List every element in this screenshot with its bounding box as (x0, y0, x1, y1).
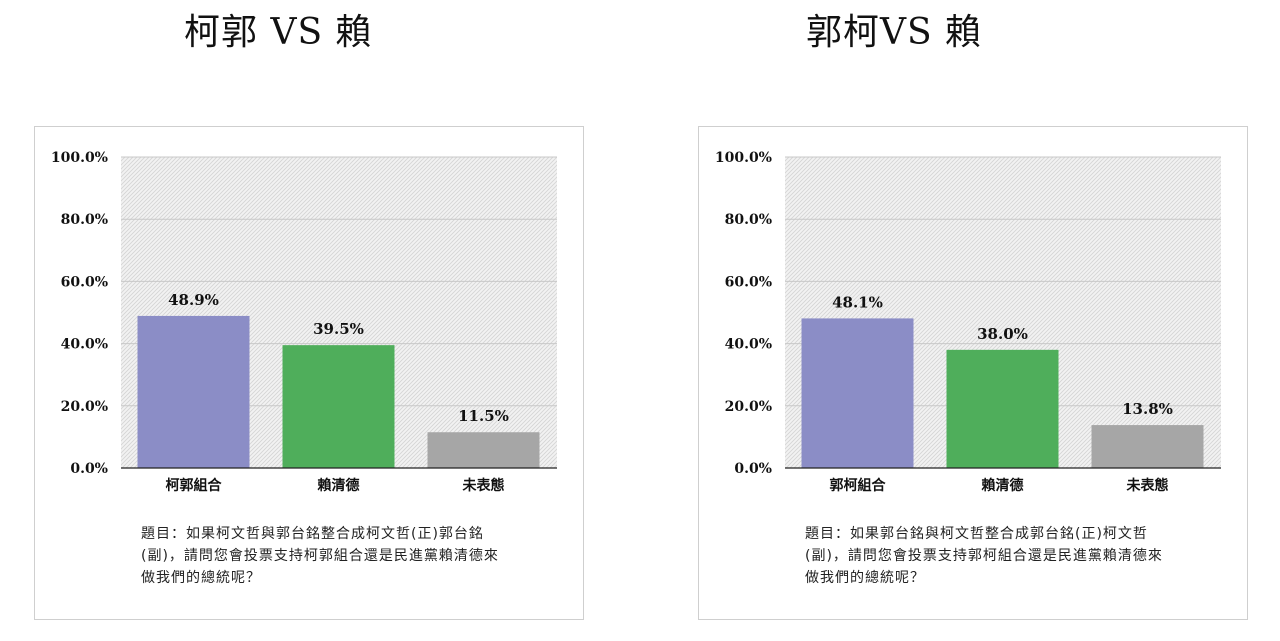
y-tick-label: 60.0% (725, 274, 772, 290)
x-category-label: 柯郭組合 (166, 477, 223, 494)
y-tick-label: 80.0% (61, 212, 108, 228)
x-category-label: 未表態 (463, 477, 505, 494)
y-tick-label: 0.0% (70, 461, 108, 477)
y-tick-label: 100.0% (715, 150, 772, 166)
bar-2 (946, 349, 1059, 468)
x-category-label: 郭柯組合 (830, 477, 887, 494)
chart-panel-left: 0.0% 20.0% 40.0% 60.0% 80.0% 100.0% 48.9% 柯郭組合 3… (34, 126, 584, 620)
y-tick-label: 40.0% (725, 337, 772, 353)
data-label: 48.1% (832, 293, 883, 311)
bar-1 (137, 315, 250, 468)
x-category-label: 賴清德 (982, 477, 1024, 494)
data-label: 11.5% (458, 407, 509, 425)
y-tick-label: 80.0% (725, 212, 772, 228)
caption-line: 做我們的總統呢？ (141, 570, 261, 586)
bar-3 (1091, 425, 1204, 468)
y-tick-label: 60.0% (61, 274, 108, 290)
bar-2 (282, 345, 395, 468)
data-label: 13.8% (1122, 400, 1173, 418)
y-tick-label: 100.0% (51, 150, 108, 166)
data-label: 39.5% (313, 320, 364, 338)
bar-1 (801, 318, 914, 468)
question-caption-right: 題目：如果郭台銘與柯文哲整合成郭台銘(正)柯文哲 (副)，請問您會投票支持郭柯組… (805, 523, 1225, 589)
chart-heading-right: 郭柯VS 賴 (806, 12, 983, 53)
data-label: 38.0% (977, 325, 1028, 343)
x-category-label: 賴清德 (318, 477, 360, 494)
caption-line: (副)，請問您會投票支持柯郭組合還是民進黨賴清德來 (141, 548, 499, 564)
caption-line: (副)，請問您會投票支持郭柯組合還是民進黨賴清德來 (805, 548, 1163, 564)
y-tick-label: 40.0% (61, 337, 108, 353)
bar-chart-right: 0.0% 20.0% 40.0% 60.0% 80.0% 100.0% 48.1% 郭柯組合 3… (715, 150, 1221, 494)
x-category-label: 未表態 (1127, 477, 1169, 494)
bar-3 (427, 432, 540, 468)
y-tick-label: 20.0% (61, 399, 108, 415)
y-tick-label: 20.0% (725, 399, 772, 415)
bar-chart-left: 0.0% 20.0% 40.0% 60.0% 80.0% 100.0% 48.9% 柯郭組合 3… (51, 150, 557, 494)
caption-line: 做我們的總統呢？ (805, 570, 925, 586)
chart-panel-right: 0.0% 20.0% 40.0% 60.0% 80.0% 100.0% 48.1% 郭柯組合 3… (698, 126, 1248, 620)
chart-heading-left: 柯郭 VS 賴 (184, 12, 373, 53)
question-caption-left: 題目：如果柯文哲與郭台銘整合成柯文哲(正)郭台銘 (副)，請問您會投票支持柯郭組… (141, 523, 561, 589)
y-tick-label: 0.0% (734, 461, 772, 477)
data-label: 48.9% (168, 291, 219, 309)
caption-line: 題目：如果郭台銘與柯文哲整合成郭台銘(正)柯文哲 (805, 526, 1148, 542)
caption-line: 題目：如果柯文哲與郭台銘整合成柯文哲(正)郭台銘 (141, 526, 484, 542)
